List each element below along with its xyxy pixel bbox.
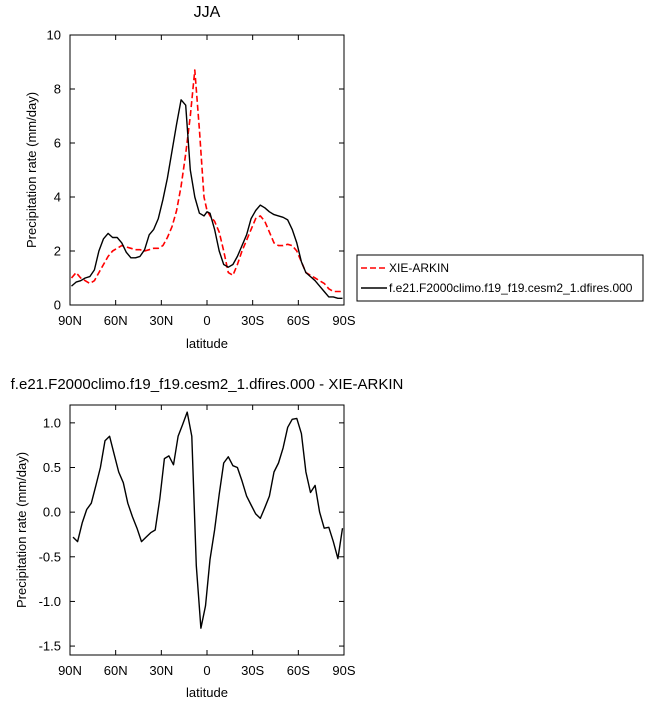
bottom-ytick-label: -0.5 [39,549,61,564]
top-xtick-label: 30N [149,313,173,328]
top-series-layer [70,69,343,299]
bottom-ytick-label: -1.5 [39,639,61,654]
bottom-xtick-label: 60N [104,663,128,678]
top-xtick-label: 0 [203,313,210,328]
bottom-chart: f.e21.F2000climo.f19_f19.cesm2_1.dfires.… [11,376,404,700]
top-chart-xlabel: latitude [186,336,228,351]
top-ytick-label: 6 [54,136,61,151]
top-ytick-label: 8 [54,82,61,97]
top-series-line-xie-arkin [70,69,343,293]
top-ytick-label: 0 [54,298,61,313]
bottom-xtick-label: 90S [332,663,355,678]
bottom-xtick-label: 0 [203,663,210,678]
top-series-line-f-e21-f2000climo-f19-f19-cesm2-1-dfires-000 [71,99,343,299]
bottom-xtick-label: 90N [58,663,82,678]
legend-label-model: f.e21.F2000climo.f19_f19.cesm2_1.dfires.… [389,281,633,295]
top-xtick-label: 90S [332,313,355,328]
bottom-xtick-label: 30S [241,663,264,678]
bottom-chart-ylabel: Precipitation rate (mm/day) [14,452,29,608]
bottom-series-line-0 [72,411,344,629]
top-ytick-label: 10 [47,28,61,43]
bottom-chart-xlabel: latitude [186,685,228,700]
top-xtick-label: 30S [241,313,264,328]
top-chart-title: JJA [194,4,221,21]
bottom-ytick-label: 0.5 [43,460,61,475]
legend-label-xie-arkin: XIE-ARKIN [389,261,449,275]
bottom-chart-title: f.e21.F2000climo.f19_f19.cesm2_1.dfires.… [11,376,404,393]
legend-box [356,254,644,302]
bottom-ytick-label: 0.0 [43,505,61,520]
bottom-series-layer [72,411,344,629]
top-ytick-label: 4 [54,190,61,205]
bottom-xtick-label: 60S [287,663,310,678]
top-xtick-label: 60S [287,313,310,328]
top-ytick-label: 2 [54,244,61,259]
bottom-xtick-label: 30N [149,663,173,678]
top-xtick-label: 90N [58,313,82,328]
legend: XIE-ARKIN f.e21.F2000climo.f19_f19.cesm2… [356,254,644,302]
top-axes-layer: 90N 60N 30N 0 30S 60S 90S 0 2 4 6 8 10 [47,28,356,329]
bottom-ytick-label: 1.0 [43,415,61,430]
bottom-ytick-label: -1.0 [39,594,61,609]
top-chart-ylabel: Precipitation rate (mm/day) [24,92,39,248]
bottom-axes-layer: 90N 60N 30N 0 30S 60S 90S 1.0 0.5 0.0 -0.5 -1.0 -1.5 [39,405,356,678]
top-xtick-label: 60N [104,313,128,328]
